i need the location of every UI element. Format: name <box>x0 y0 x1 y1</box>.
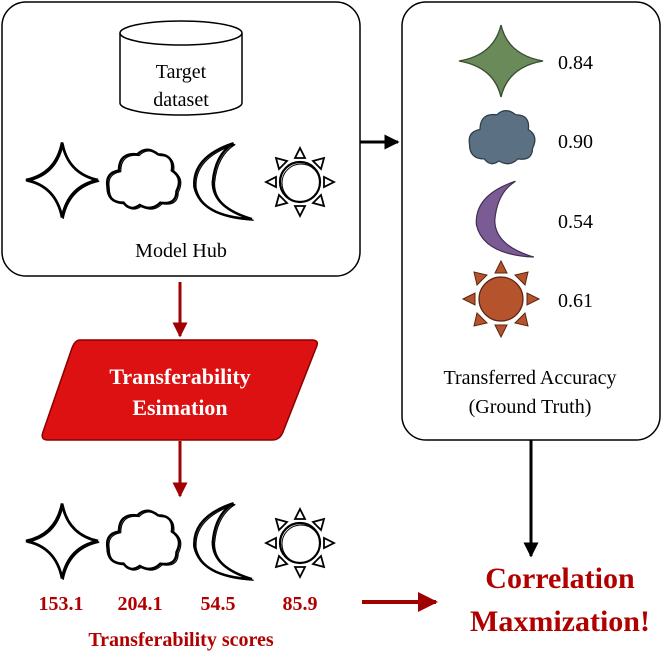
transferability-estimation-box <box>41 339 319 441</box>
result-label-line2: Maxmization! <box>470 605 650 638</box>
score-value-moon: 54.5 <box>201 593 236 615</box>
accuracy-value-cloud: 0.90 <box>558 131 593 153</box>
accuracy-value-sun: 0.61 <box>558 290 593 312</box>
score-star-icon <box>24 502 100 581</box>
target-dataset-label-line2: dataset <box>153 89 209 111</box>
estimation-label-line1: Transferability <box>109 364 250 389</box>
model-hub-box <box>1 1 361 277</box>
accuracy-label-line2: (Ground Truth) <box>469 396 592 418</box>
result-label-line1: Correlation <box>485 562 635 595</box>
estimation-label-line2: Esimation <box>132 395 227 420</box>
target-dataset-label-line1: Target <box>156 61 207 83</box>
accuracy-label-line1: Transferred Accuracy <box>443 367 616 389</box>
score-value-sun: 85.9 <box>283 593 318 615</box>
target-dataset-icon <box>119 20 243 116</box>
score-cloud-icon <box>105 509 182 571</box>
model-hub-label: Model Hub <box>135 240 227 262</box>
accuracy-value-moon: 0.54 <box>558 211 593 233</box>
hub-sun-icon <box>263 145 337 219</box>
scores-label: Transferability scores <box>88 629 274 651</box>
score-value-cloud: 204.1 <box>118 593 163 615</box>
score-moon-icon <box>193 501 255 581</box>
score-value-star: 153.1 <box>39 593 84 615</box>
accuracy-sun-icon <box>461 259 541 339</box>
accuracy-value-star: 0.84 <box>558 52 593 74</box>
score-sun-icon <box>263 506 337 580</box>
